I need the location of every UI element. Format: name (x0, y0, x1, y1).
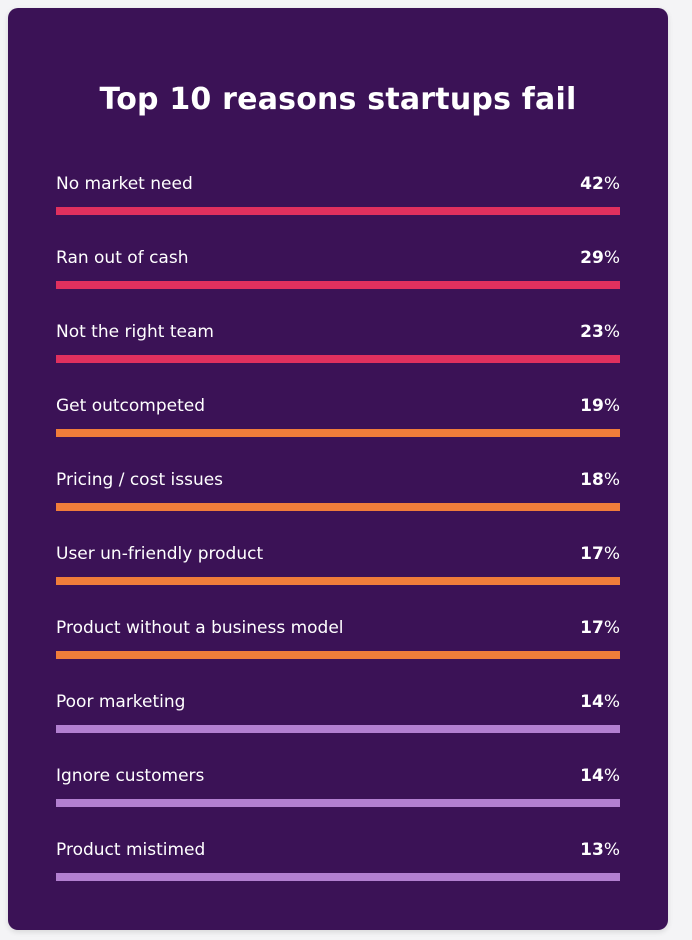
bar-value-number: 13 (580, 840, 604, 860)
bar-label: Ran out of cash (56, 248, 189, 268)
bar-row: Get outcompeted 19% (56, 394, 620, 450)
bar (56, 651, 620, 659)
bar-value-number: 23 (580, 322, 604, 342)
bar-label: Ignore customers (56, 766, 205, 786)
bar-value-unit: % (603, 544, 620, 564)
bar-value-unit: % (603, 692, 620, 712)
bar-value-unit: % (603, 248, 620, 268)
bar-value-label: 14% (580, 690, 620, 714)
bar-value-label: 29% (580, 246, 620, 270)
bar-row: Product mistimed 13% (56, 838, 620, 894)
bar-value-unit: % (603, 766, 620, 786)
bar-value-number: 17 (580, 618, 604, 638)
bar-label: User un-friendly product (56, 544, 264, 564)
bar-value-label: 14% (580, 764, 620, 788)
bar-label: Product without a business model (56, 618, 344, 638)
bar (56, 429, 620, 437)
bar-value-label: 13% (580, 838, 620, 862)
bar-value-label: 17% (580, 542, 620, 566)
bar-value-number: 19 (580, 396, 604, 416)
bar-row: Product without a business model 17% (56, 616, 620, 672)
bar-value-unit: % (603, 174, 620, 194)
bar-row: No market need 42% (56, 172, 620, 228)
bar-label: Get outcompeted (56, 396, 206, 416)
bar-value-unit: % (603, 396, 620, 416)
bar (56, 725, 620, 733)
bar (56, 577, 620, 585)
bar-row: Ran out of cash 29% (56, 246, 620, 302)
chart-card: Top 10 reasons startups fail No market n… (8, 8, 668, 930)
bar (56, 207, 620, 215)
bar-value-number: 17 (580, 544, 604, 564)
bar (56, 355, 620, 363)
bar-value-number: 14 (580, 692, 604, 712)
bar-value-label: 18% (580, 468, 620, 492)
bar-value-unit: % (603, 470, 620, 490)
bar-value-number: 18 (580, 470, 604, 490)
bar-value-unit: % (603, 618, 620, 638)
bar-label: Pricing / cost issues (56, 470, 224, 490)
bar (56, 503, 620, 511)
bar-value-label: 19% (580, 394, 620, 418)
bar-value-label: 17% (580, 616, 620, 640)
bar (56, 873, 620, 881)
bar-label: Poor marketing (56, 692, 186, 712)
bar-row: Poor marketing 14% (56, 690, 620, 746)
bar-label: No market need (56, 174, 193, 194)
bar-row: User un-friendly product 17% (56, 542, 620, 598)
bar-label: Not the right team (56, 322, 214, 342)
bar-value-number: 14 (580, 766, 604, 786)
bar (56, 799, 620, 807)
chart-title: Top 10 reasons startups fail (99, 82, 577, 117)
bar-value-label: 42% (580, 172, 620, 196)
bar-value-number: 29 (580, 248, 604, 268)
bar-label: Product mistimed (56, 840, 206, 860)
bar-value-unit: % (603, 840, 620, 860)
bar-row: Not the right team 23% (56, 320, 620, 376)
bar-value-number: 42 (580, 174, 604, 194)
bar-value-unit: % (603, 322, 620, 342)
bar-row: Ignore customers 14% (56, 764, 620, 820)
bar-value-label: 23% (580, 320, 620, 344)
bar-row: Pricing / cost issues 18% (56, 468, 620, 524)
bar (56, 281, 620, 289)
